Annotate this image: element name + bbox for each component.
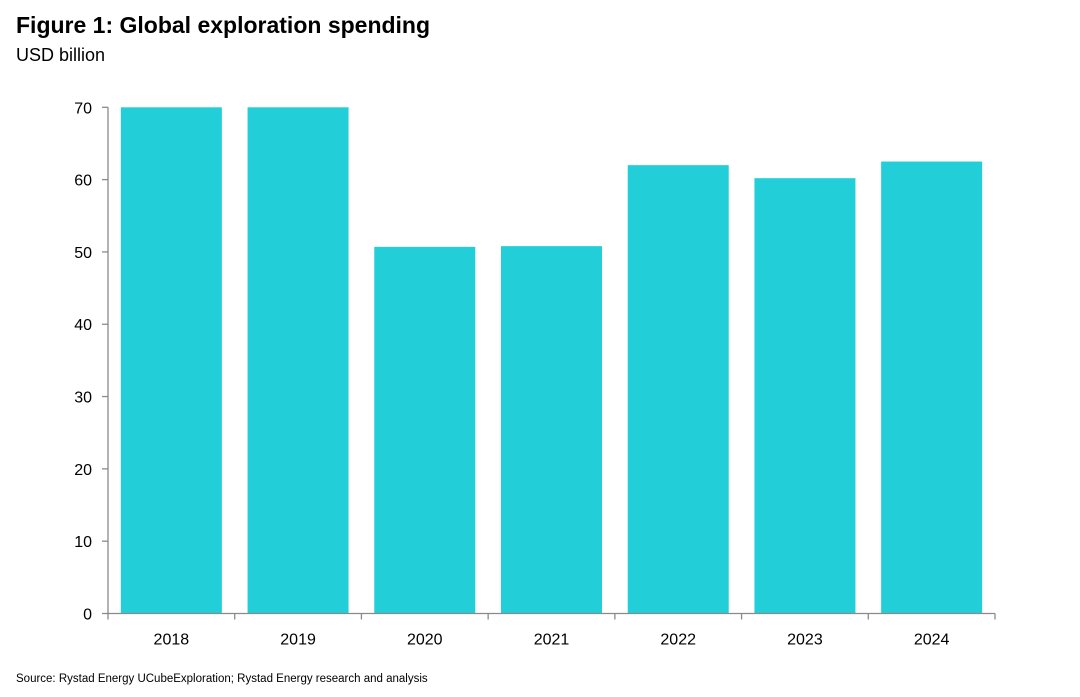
- y-tick-label: 40: [74, 317, 92, 334]
- y-tick-label: 0: [83, 607, 92, 624]
- y-tick-label: 50: [74, 245, 92, 262]
- x-tick-label: 2018: [154, 632, 190, 649]
- bar-2020: [374, 246, 476, 614]
- x-tick-label: 2024: [914, 632, 950, 649]
- y-tick-label: 30: [74, 390, 92, 407]
- bar-2018: [120, 107, 222, 614]
- y-tick-label: 70: [74, 100, 92, 117]
- chart-subtitle: USD billion: [16, 45, 106, 65]
- chart-title: Figure 1: Global exploration spending: [16, 12, 431, 38]
- bar-2019: [247, 107, 349, 614]
- x-tick-label: 2023: [787, 632, 823, 649]
- x-tick-label: 2022: [660, 632, 696, 649]
- source-note: Source: Rystad Energy UCubeExploration; …: [16, 673, 428, 685]
- bar-2022: [627, 165, 729, 614]
- bar-2021: [501, 246, 602, 614]
- x-tick-label: 2021: [534, 632, 570, 649]
- x-tick-label: 2020: [407, 632, 443, 649]
- y-tick-label: 20: [74, 462, 92, 479]
- y-tick-label: 10: [74, 534, 92, 551]
- y-tick-label: 60: [74, 173, 92, 190]
- x-tick-label: 2019: [280, 632, 316, 649]
- bar-2024: [881, 161, 983, 614]
- bar-2023: [754, 178, 856, 614]
